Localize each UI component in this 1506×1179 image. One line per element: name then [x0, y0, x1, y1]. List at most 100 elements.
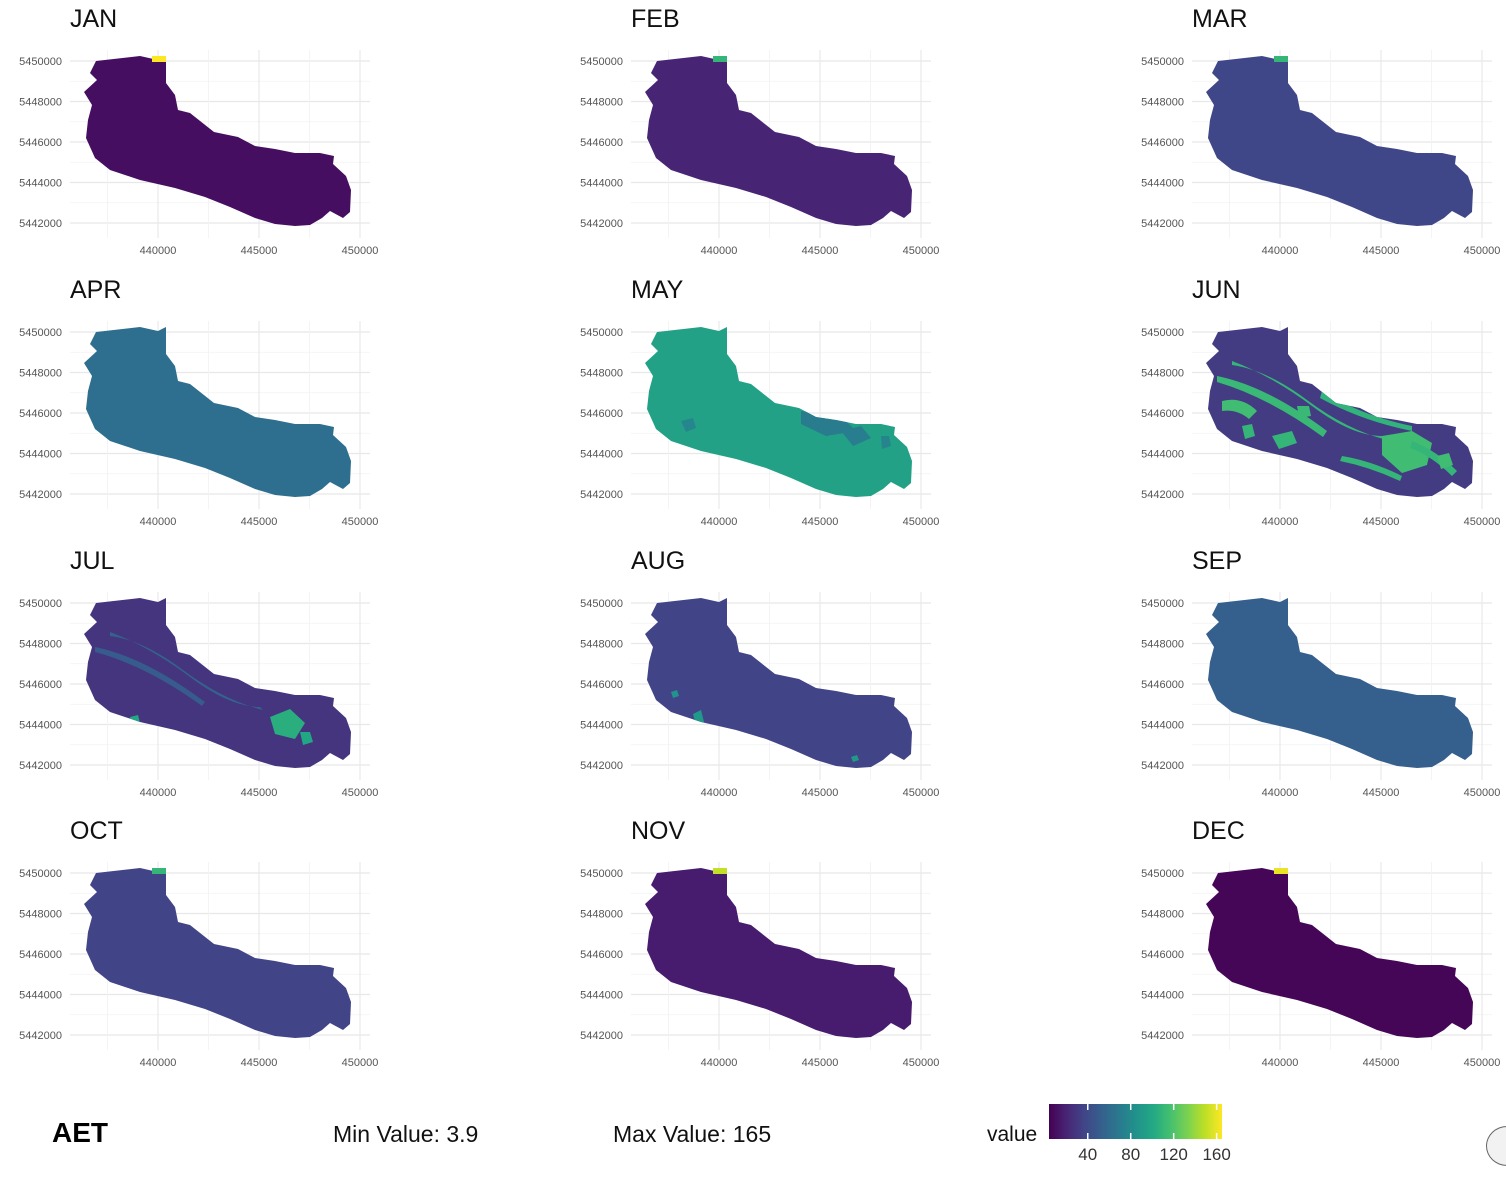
x-tick-label: 440000	[701, 245, 738, 257]
x-tick-label: 450000	[342, 516, 379, 528]
max-value-label: Max Value: 165	[613, 1121, 772, 1147]
map-panel-dec: 5450000 5448000 5446000 5444000 5442000 44000…	[1122, 812, 1506, 1082]
min-value-label: Min Value: 3.9	[333, 1121, 479, 1147]
map-panel-nov: 5450000 5448000 5446000 5444000 5442000 44000…	[561, 812, 961, 1082]
raster-region	[84, 868, 351, 1038]
map-panel-jan: 5450000 5448000 5446000 5444000 5442000 44000…	[0, 0, 400, 270]
y-tick-label: 5446000	[19, 137, 62, 149]
map-panel-sep: 5450000 5448000 5446000 5444000 5442000 44000…	[1122, 542, 1506, 812]
y-tick-label: 5444000	[19, 178, 62, 190]
raster-region	[84, 327, 351, 497]
x-tick-label: 445000	[1363, 787, 1400, 799]
y-tick-label: 5446000	[1141, 949, 1184, 961]
x-tick-label: 440000	[140, 787, 177, 799]
y-tick-label: 5448000	[1141, 639, 1184, 651]
corner-cell	[1274, 868, 1288, 874]
y-tick-label: 5448000	[19, 97, 62, 109]
y-tick-label: 5442000	[580, 218, 623, 230]
y-tick-label: 5446000	[580, 679, 623, 691]
x-tick-label: 440000	[1262, 1057, 1299, 1069]
map-plot: 5450000 5448000 5446000 5444000 5442000 44000…	[580, 862, 940, 1069]
x-tick-label: 450000	[903, 1057, 940, 1069]
y-tick-label: 5446000	[580, 949, 623, 961]
raster-patch	[851, 755, 859, 762]
raster-patches	[95, 632, 313, 750]
raster-patch	[1217, 376, 1327, 437]
raster-patch	[1320, 391, 1412, 431]
y-tick-label: 5446000	[1141, 137, 1184, 149]
map-plot: 5450000 5448000 5446000 5444000 5442000 44000…	[1141, 592, 1500, 799]
y-tick-label: 5446000	[1141, 408, 1184, 420]
corner-cell	[1274, 56, 1288, 62]
x-tick-label: 445000	[241, 245, 278, 257]
x-tick-label: 445000	[241, 516, 278, 528]
raster-patch	[1297, 406, 1311, 418]
panel-title: AUG	[631, 547, 686, 575]
y-tick-label: 5448000	[580, 639, 623, 651]
y-tick-label: 5444000	[19, 449, 62, 461]
corner-cell	[713, 56, 727, 62]
map-panel-feb: 5450000 5448000 5446000 5444000 5442000 44000…	[561, 0, 961, 270]
y-tick-label: 5442000	[19, 489, 62, 501]
y-tick-label: 5450000	[1141, 598, 1184, 610]
raster-patch	[270, 709, 305, 739]
y-tick-label: 5448000	[580, 909, 623, 921]
x-tick-label: 450000	[342, 787, 379, 799]
panel-title: MAR	[1192, 5, 1248, 33]
raster-patch	[1340, 456, 1402, 481]
y-tick-label: 5442000	[19, 760, 62, 772]
x-tick-label: 440000	[701, 1057, 738, 1069]
y-tick-label: 5442000	[580, 760, 623, 772]
panel-title: OCT	[70, 817, 123, 845]
raster-region	[1206, 598, 1473, 768]
y-tick-label: 5442000	[580, 1030, 623, 1042]
y-tick-label: 5444000	[1141, 720, 1184, 732]
legend-title: value	[987, 1123, 1038, 1146]
raster-patch	[681, 418, 696, 432]
y-tick-label: 5442000	[580, 489, 623, 501]
map-plot: 5450000 5448000 5446000 5444000 5442000 44000…	[1141, 50, 1501, 257]
y-tick-label: 5450000	[19, 868, 62, 880]
raster-patch	[1242, 424, 1255, 439]
raster-patch	[1272, 431, 1297, 449]
panel-title: FEB	[631, 5, 680, 33]
x-tick-label: 440000	[701, 516, 738, 528]
y-tick-label: 5448000	[580, 97, 623, 109]
y-tick-label: 5444000	[580, 178, 623, 190]
panel-title: JUL	[70, 547, 115, 575]
y-tick-label: 5444000	[580, 449, 623, 461]
footer: AET Min Value: 3.9 Max Value: 165 value …	[0, 1095, 1506, 1179]
panel-title: SEP	[1192, 547, 1243, 575]
compass-icon[interactable]	[1486, 1126, 1506, 1166]
raster-patch	[1222, 399, 1257, 419]
y-tick-label: 5448000	[19, 639, 62, 651]
y-tick-label: 5446000	[580, 408, 623, 420]
x-tick-label: 440000	[140, 245, 177, 257]
y-tick-label: 5448000	[19, 368, 62, 380]
raster-patch	[1382, 431, 1432, 473]
raster-patches	[1217, 361, 1457, 481]
y-tick-label: 5444000	[19, 720, 62, 732]
y-tick-label: 5446000	[580, 137, 623, 149]
map-panel-may: 5450000 5448000 5446000 5444000 5442000 44000…	[561, 271, 961, 541]
corner-cell	[152, 56, 166, 62]
y-tick-label: 5450000	[19, 56, 62, 68]
x-tick-label: 440000	[701, 787, 738, 799]
raster-patch	[881, 436, 891, 449]
y-tick-label: 5446000	[19, 949, 62, 961]
map-panel-jun: 5450000 5448000 5446000 5444000 5442000 44000…	[1122, 271, 1506, 541]
x-tick-label: 450000	[903, 516, 940, 528]
y-tick-label: 5450000	[580, 56, 623, 68]
x-tick-label: 445000	[802, 1057, 839, 1069]
panel-title: NOV	[631, 817, 686, 845]
x-tick-label: 445000	[241, 1057, 278, 1069]
y-tick-label: 5444000	[19, 990, 62, 1002]
map-plot: 5450000 5448000 5446000 5444000 5442000 44000…	[19, 50, 378, 257]
x-tick-label: 445000	[1363, 1057, 1400, 1069]
map-plot: 5450000 5448000 5446000 5444000 5442000 44000…	[19, 321, 379, 528]
raster-patch	[841, 426, 871, 446]
raster-region	[645, 598, 912, 768]
x-tick-label: 445000	[1363, 516, 1400, 528]
x-tick-label: 450000	[1464, 245, 1501, 257]
x-tick-label: 440000	[1262, 245, 1299, 257]
